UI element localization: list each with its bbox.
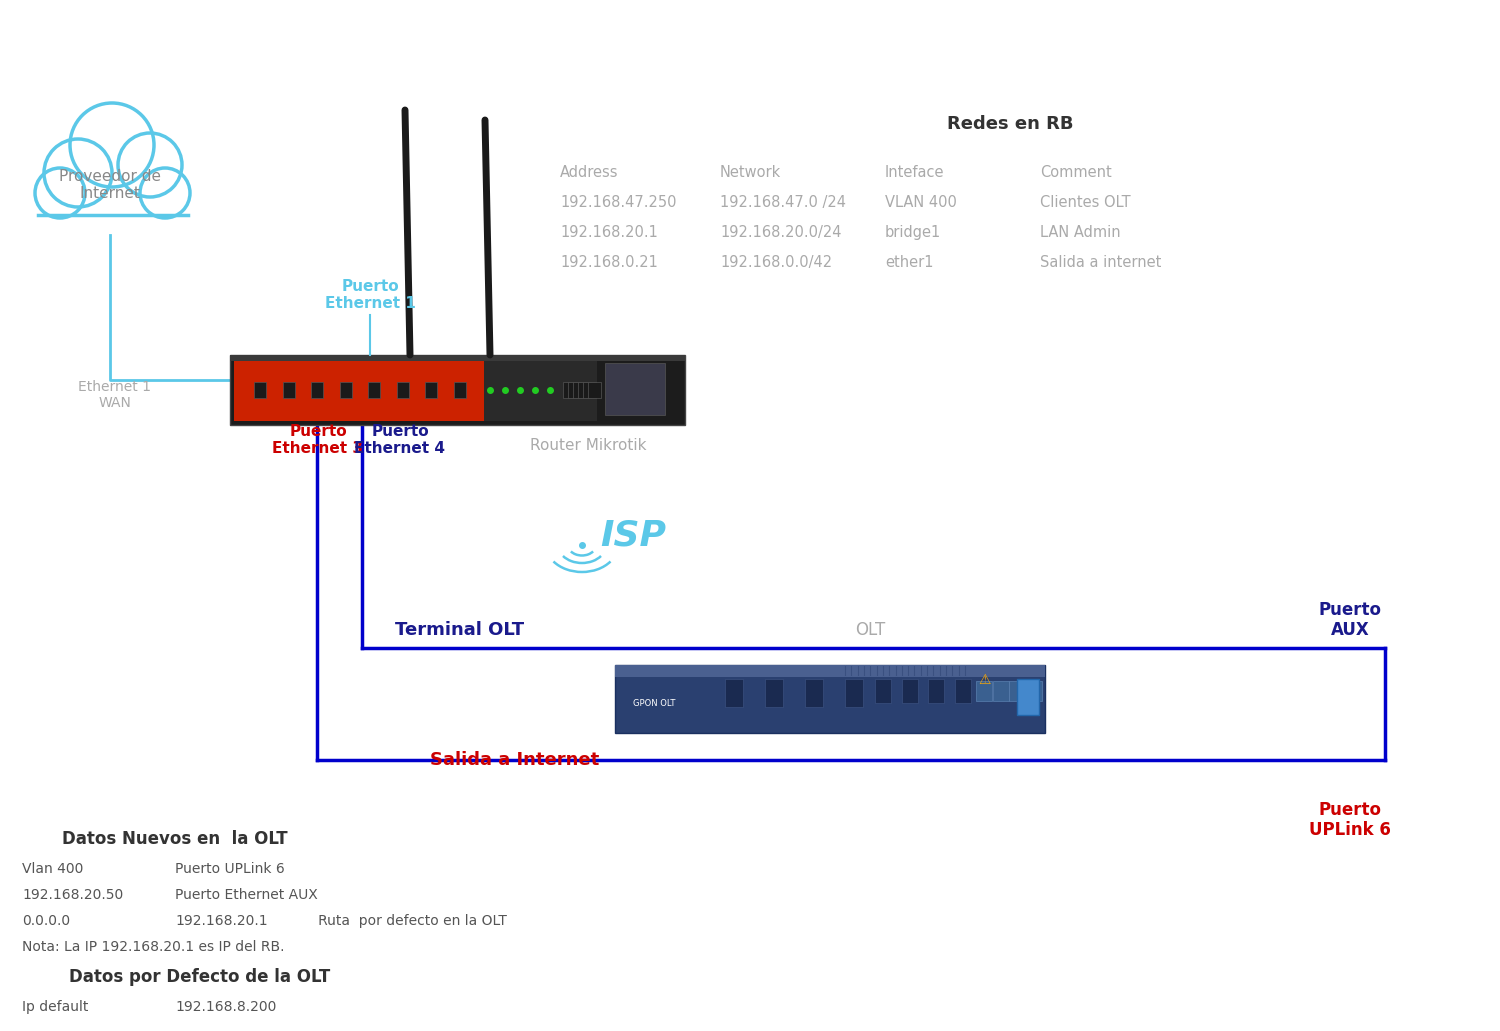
Text: 192.168.0.21: 192.168.0.21 bbox=[560, 255, 658, 270]
FancyBboxPatch shape bbox=[956, 679, 970, 703]
FancyBboxPatch shape bbox=[724, 679, 742, 707]
FancyBboxPatch shape bbox=[615, 665, 1046, 677]
FancyBboxPatch shape bbox=[230, 355, 686, 425]
Text: Vlan 400: Vlan 400 bbox=[22, 862, 84, 876]
Text: Comment: Comment bbox=[1040, 165, 1112, 180]
FancyBboxPatch shape bbox=[874, 679, 891, 703]
FancyBboxPatch shape bbox=[310, 383, 322, 398]
Text: bridge1: bridge1 bbox=[885, 225, 942, 240]
Text: Router Mikrotik: Router Mikrotik bbox=[530, 437, 646, 453]
Text: Address: Address bbox=[560, 165, 618, 180]
Text: 192.168.0.0/42: 192.168.0.0/42 bbox=[720, 255, 833, 270]
FancyBboxPatch shape bbox=[234, 359, 484, 421]
FancyBboxPatch shape bbox=[398, 383, 410, 398]
Text: VLAN 400: VLAN 400 bbox=[885, 195, 957, 210]
FancyBboxPatch shape bbox=[928, 679, 945, 703]
Text: ether1: ether1 bbox=[885, 255, 933, 270]
FancyBboxPatch shape bbox=[584, 383, 596, 398]
Text: Puerto Ethernet AUX: Puerto Ethernet AUX bbox=[176, 888, 318, 902]
FancyBboxPatch shape bbox=[339, 383, 351, 398]
FancyBboxPatch shape bbox=[454, 383, 466, 398]
Text: GPON OLT: GPON OLT bbox=[633, 698, 675, 707]
Text: Salida a internet: Salida a internet bbox=[1040, 255, 1161, 270]
Text: Inteface: Inteface bbox=[885, 165, 945, 180]
FancyBboxPatch shape bbox=[282, 383, 294, 398]
Text: Clientes OLT: Clientes OLT bbox=[1040, 195, 1131, 210]
Text: ISP: ISP bbox=[600, 518, 666, 552]
Text: 192.168.20.1: 192.168.20.1 bbox=[560, 225, 658, 240]
Text: 192.168.8.200: 192.168.8.200 bbox=[176, 1000, 276, 1015]
Text: Ethernet 1
WAN: Ethernet 1 WAN bbox=[78, 379, 152, 410]
FancyBboxPatch shape bbox=[426, 383, 438, 398]
Text: Puerto
AUX: Puerto AUX bbox=[1318, 601, 1382, 639]
Text: Terminal OLT: Terminal OLT bbox=[394, 621, 524, 639]
Text: OLT: OLT bbox=[855, 621, 885, 639]
Text: Puerto
UPLink 6: Puerto UPLink 6 bbox=[1310, 801, 1390, 839]
FancyBboxPatch shape bbox=[484, 359, 597, 421]
Text: LAN Admin: LAN Admin bbox=[1040, 225, 1120, 240]
FancyBboxPatch shape bbox=[976, 681, 992, 701]
FancyBboxPatch shape bbox=[568, 383, 580, 398]
FancyBboxPatch shape bbox=[844, 679, 862, 707]
FancyBboxPatch shape bbox=[604, 363, 664, 415]
FancyBboxPatch shape bbox=[902, 679, 918, 703]
Text: Ip default: Ip default bbox=[22, 1000, 88, 1015]
FancyBboxPatch shape bbox=[765, 679, 783, 707]
FancyBboxPatch shape bbox=[1017, 679, 1040, 716]
Text: 192.168.20.0/24: 192.168.20.0/24 bbox=[720, 225, 842, 240]
FancyBboxPatch shape bbox=[1026, 681, 1042, 701]
Text: Datos por Defecto de la OLT: Datos por Defecto de la OLT bbox=[69, 968, 330, 986]
Text: Network: Network bbox=[720, 165, 782, 180]
FancyBboxPatch shape bbox=[230, 355, 686, 361]
FancyBboxPatch shape bbox=[615, 665, 1046, 733]
FancyBboxPatch shape bbox=[588, 383, 602, 398]
Text: Datos Nuevos en  la OLT: Datos Nuevos en la OLT bbox=[62, 830, 288, 849]
Text: 192.168.20.1: 192.168.20.1 bbox=[176, 914, 267, 928]
Text: Puerto
Ethernet 3: Puerto Ethernet 3 bbox=[273, 424, 363, 456]
FancyBboxPatch shape bbox=[562, 383, 576, 398]
Text: Puerto UPLink 6: Puerto UPLink 6 bbox=[176, 862, 285, 876]
FancyBboxPatch shape bbox=[806, 679, 824, 707]
Text: Salida a Internet: Salida a Internet bbox=[430, 751, 598, 769]
FancyBboxPatch shape bbox=[573, 383, 586, 398]
Text: Puerto
Ethernet 1: Puerto Ethernet 1 bbox=[324, 278, 416, 311]
Text: 192.168.20.50: 192.168.20.50 bbox=[22, 888, 123, 902]
Text: ⚠: ⚠ bbox=[978, 673, 992, 687]
Text: Ruta  por defecto en la OLT: Ruta por defecto en la OLT bbox=[304, 914, 507, 928]
FancyBboxPatch shape bbox=[993, 681, 1008, 701]
Text: Nota: La IP 192.168.20.1 es IP del RB.: Nota: La IP 192.168.20.1 es IP del RB. bbox=[22, 940, 285, 954]
Text: 0.0.0.0: 0.0.0.0 bbox=[22, 914, 70, 928]
Text: Redes en RB: Redes en RB bbox=[946, 115, 1074, 133]
FancyBboxPatch shape bbox=[254, 383, 266, 398]
Text: Puerto
Ethernet 4: Puerto Ethernet 4 bbox=[354, 424, 446, 456]
Text: 192.168.47.0 /24: 192.168.47.0 /24 bbox=[720, 195, 846, 210]
FancyBboxPatch shape bbox=[369, 383, 381, 398]
Text: Proveedor de
Internet: Proveedor de Internet bbox=[58, 169, 160, 201]
Text: 192.168.47.250: 192.168.47.250 bbox=[560, 195, 676, 210]
FancyBboxPatch shape bbox=[578, 383, 591, 398]
FancyBboxPatch shape bbox=[1010, 681, 1026, 701]
